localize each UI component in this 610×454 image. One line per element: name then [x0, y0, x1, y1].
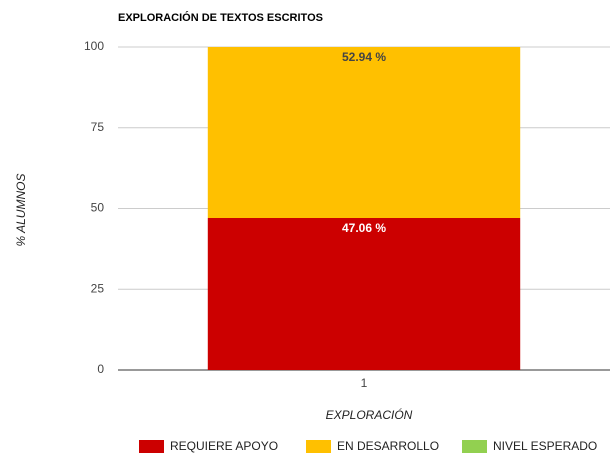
y-axis-label: % ALUMNOS	[14, 174, 28, 247]
data-label: 52.94 %	[342, 50, 386, 64]
data-label: 47.06 %	[342, 221, 386, 235]
x-axis-label: EXPLORACIÓN	[326, 407, 413, 422]
y-tick-label: 50	[91, 201, 105, 215]
y-tick-label: 100	[84, 39, 104, 53]
chart-title: EXPLORACIÓN DE TEXTOS ESCRITOS	[118, 11, 323, 24]
legend-label: NIVEL ESPERADO	[493, 439, 597, 453]
legend-label: EN DESARROLLO	[337, 439, 439, 453]
y-tick-label: 25	[91, 281, 105, 295]
legend-label: REQUIERE APOYO	[170, 439, 278, 453]
legend-swatch	[306, 440, 331, 453]
legend-swatch	[462, 440, 487, 453]
bar-segment	[207, 47, 521, 218]
legend-swatch	[139, 440, 164, 453]
y-tick-label: 75	[91, 120, 105, 134]
x-tick-label: 1	[361, 376, 368, 390]
y-tick-label: 0	[97, 362, 104, 376]
bar-segment	[207, 217, 521, 370]
